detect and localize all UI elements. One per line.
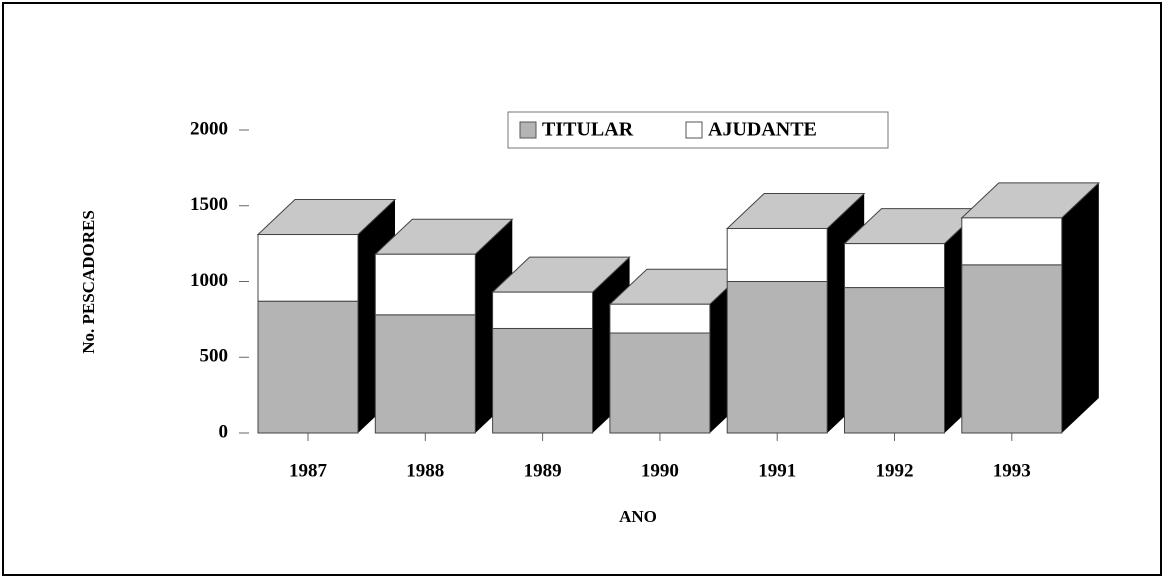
bar (609, 332, 711, 434)
x-tick-label: 1992 (876, 460, 914, 481)
legend-swatch (685, 121, 703, 139)
bar (961, 217, 1063, 266)
bar (844, 287, 945, 434)
bar (374, 314, 476, 434)
x-tick-label: 1990 (641, 460, 679, 481)
legend-label: TITULAR (542, 119, 634, 141)
legend-label: AJUDANTE (708, 119, 817, 141)
legend-swatch (519, 121, 537, 139)
x-tick-label: 1987 (289, 460, 328, 481)
bar (257, 300, 359, 434)
x-tick-label: 1988 (406, 460, 444, 481)
x-tick-label: 1989 (524, 460, 562, 481)
y-tick-label: 0 (219, 421, 229, 442)
bar (374, 253, 476, 316)
bar (492, 327, 594, 434)
bar (492, 291, 594, 329)
y-axis-label: No. PESCADORES (79, 210, 98, 354)
legend-box (507, 111, 889, 149)
x-tick-label: 1991 (758, 460, 796, 481)
bar (844, 243, 945, 289)
y-tick-label: 1000 (190, 270, 228, 291)
y-tick-label: 2000 (190, 118, 228, 139)
bar (609, 303, 711, 334)
bar (726, 281, 828, 434)
bar (257, 234, 359, 302)
x-tick-label: 1993 (993, 460, 1031, 481)
bar-side (1061, 182, 1099, 433)
bar (726, 227, 828, 283)
y-tick-label: 1500 (190, 194, 228, 215)
bar (961, 264, 1063, 434)
x-axis-label: ANO (619, 507, 657, 526)
y-tick-label: 500 (200, 346, 229, 367)
